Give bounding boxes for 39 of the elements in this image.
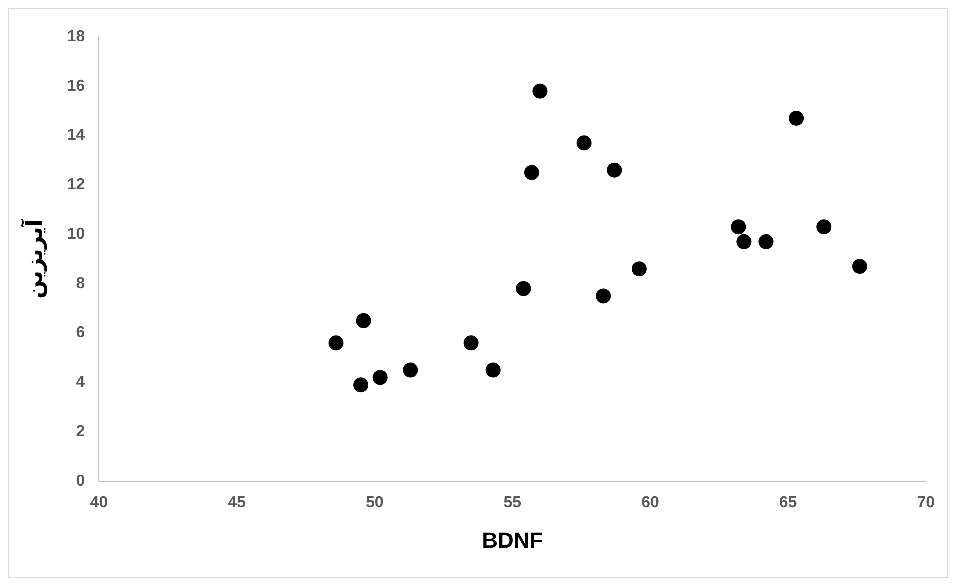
point — [328, 336, 344, 351]
point — [607, 162, 622, 178]
x-tick-label: 65 — [779, 494, 798, 512]
point — [596, 288, 612, 304]
point — [403, 362, 418, 378]
point — [731, 220, 746, 235]
point — [464, 336, 479, 351]
x-axis-title: BDNF — [482, 528, 544, 553]
point — [532, 84, 548, 99]
x-tick-label: 45 — [228, 494, 246, 512]
point — [486, 362, 501, 378]
y-tick-label: 16 — [67, 78, 86, 95]
point — [632, 262, 647, 277]
y-tick-label: 6 — [76, 324, 86, 342]
point — [816, 220, 832, 235]
point — [524, 165, 540, 180]
point — [789, 110, 804, 126]
point — [852, 259, 868, 274]
y-tick-label: 14 — [67, 127, 86, 144]
y-tick-label: 4 — [76, 374, 86, 392]
x-tick-label: 40 — [90, 494, 108, 512]
point — [354, 378, 369, 393]
x-tick-label: 70 — [917, 494, 936, 512]
y-tick-label: 12 — [67, 176, 86, 194]
y-tick-label: 10 — [67, 226, 86, 243]
point — [576, 136, 592, 151]
y-axis-title: آیریزین — [20, 219, 48, 299]
y-tick-label: 0 — [76, 472, 86, 490]
y-tick-label: 18 — [67, 28, 86, 46]
x-tick-label: 55 — [504, 494, 522, 512]
x-tick-label: 50 — [366, 494, 384, 512]
point — [758, 234, 774, 250]
y-tick-label: 8 — [76, 275, 86, 292]
point — [736, 234, 752, 250]
y-tick-label: 2 — [76, 423, 86, 440]
point — [356, 313, 372, 328]
point — [516, 281, 532, 296]
x-tick-label: 60 — [642, 494, 660, 512]
point — [372, 370, 388, 386]
